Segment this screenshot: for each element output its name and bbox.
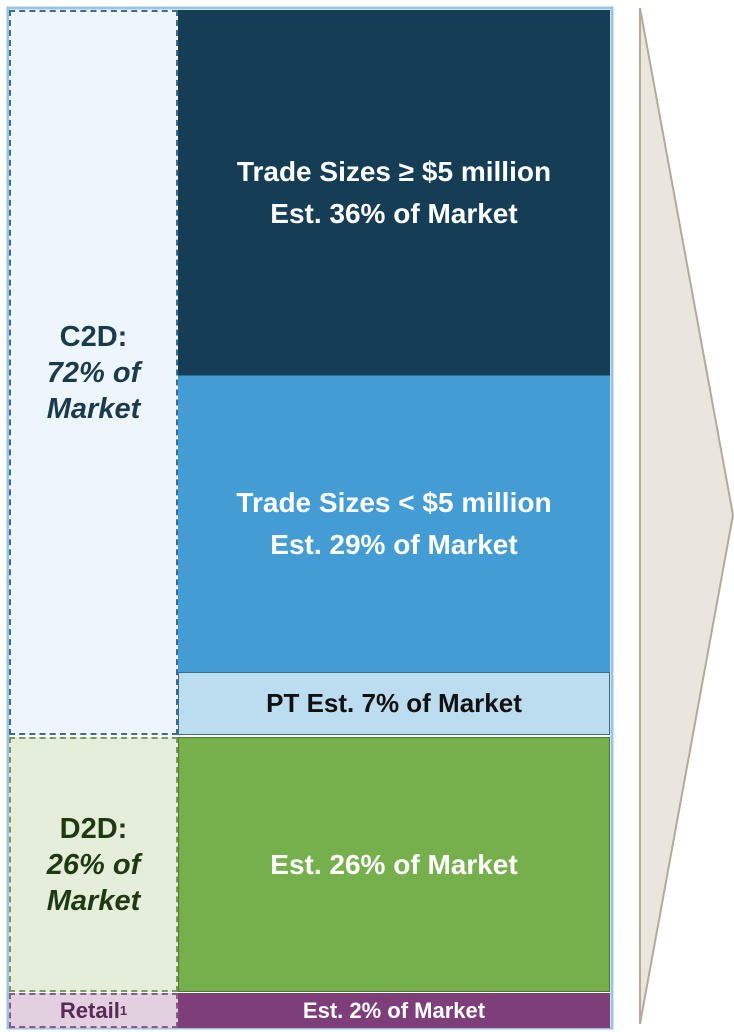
segment-label: Retail — [59, 997, 120, 1023]
block: PT Est. 7% of Market — [178, 672, 610, 735]
block-text: Est. 26% of Market — [270, 848, 518, 880]
segment-share: 72% of Market — [46, 356, 141, 425]
block: Est. 26% of Market — [178, 737, 610, 992]
d2d-label: D2D: 26% of Market — [9, 737, 178, 992]
block: Trade Sizes < $5 million Est. 29% of Mar… — [178, 375, 610, 672]
retail-label: Retail 1 — [9, 993, 178, 1028]
block-text: Est. 2% of Market — [302, 997, 486, 1023]
footnote-mark: 1 — [119, 1003, 128, 1018]
block: Est. 2% of Market — [178, 993, 610, 1028]
arrow — [639, 7, 734, 1025]
block-text: Est. 29% of Market — [270, 529, 518, 560]
segment-label: D2D: — [59, 812, 128, 845]
block-text: PT Est. 7% of Market — [266, 688, 522, 718]
c2d-label: C2D: 72% of Market — [9, 10, 178, 735]
segment-share: 26% of Market — [46, 848, 141, 917]
block-text: Trade Sizes < $5 million — [236, 487, 552, 518]
segment-label: C2D: — [59, 320, 128, 353]
outer-frame — [6, 6, 614, 1030]
block-text: Trade Sizes ≥ $5 million — [236, 155, 552, 187]
block: Trade Sizes ≥ $5 million Est. 36% of Mar… — [178, 10, 610, 375]
block-text: Est. 36% of Market — [270, 197, 518, 229]
